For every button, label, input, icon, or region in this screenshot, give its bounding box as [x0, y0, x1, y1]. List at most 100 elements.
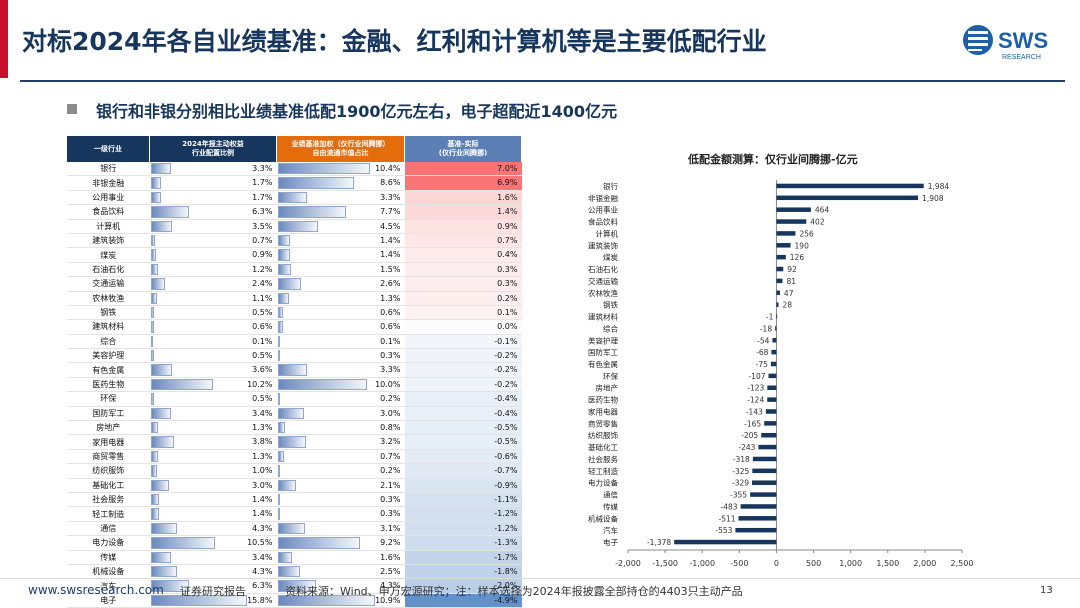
- cell-value: 10.5%: [247, 538, 273, 548]
- gap-cell: -0.6%: [404, 449, 522, 465]
- benchmark-weight-cell: 0.1%: [276, 334, 405, 350]
- industry-name: 轻工制造: [67, 506, 150, 522]
- data-bar: [150, 306, 154, 319]
- chart-bar: [776, 195, 919, 201]
- table-row: 医药生物 10.2% 10.0% -0.2%: [67, 377, 522, 393]
- data-label: 81: [786, 277, 796, 286]
- benchmark-weight-cell: 10.9%: [276, 593, 405, 608]
- footer-url: www.swsresearch.com: [28, 583, 164, 597]
- sws-logo: SWS RESEARCH: [958, 18, 1068, 66]
- cell-value: -0.6%: [494, 451, 518, 461]
- category-label: 房地产: [596, 383, 619, 393]
- table-row: 基础化工 3.0% 2.1% -0.9%: [67, 478, 522, 493]
- industry-name: 农林牧渔: [67, 291, 150, 306]
- cell-value: 2.1%: [380, 480, 401, 490]
- table-row: 交通运输 2.4% 2.6% 0.3%: [67, 276, 522, 292]
- cell-value: 0.5%: [252, 351, 273, 361]
- data-bar: [277, 234, 290, 247]
- table-row: 农林牧渔 1.1% 1.3% 0.2%: [67, 291, 522, 306]
- underweight-bar-chart: -2,000 -1,500 -1,000 -500 0 500 1,000 1,500 2,00…: [588, 180, 973, 568]
- header-text-line: 一级行业: [94, 144, 122, 153]
- industry-name: 医药生物: [67, 377, 150, 393]
- data-label: -1: [766, 313, 774, 322]
- benchmark-weight-cell: 9.2%: [276, 535, 405, 551]
- x-tick-label: 2,000: [913, 559, 936, 568]
- category-label: 通信: [603, 490, 618, 500]
- cell-value: -1.2%: [494, 509, 518, 519]
- actual-allocation-cell: 3.0%: [149, 478, 277, 493]
- data-bar: [277, 565, 300, 578]
- data-bar: [277, 479, 297, 491]
- data-bar: [277, 163, 371, 175]
- category-label: 非银金融: [588, 193, 618, 203]
- data-bar: [277, 580, 316, 592]
- cell-value: -0.7%: [494, 466, 518, 476]
- cell-value: 0.5%: [252, 307, 273, 317]
- data-label: -329: [732, 479, 749, 488]
- cell-value: 0.9%: [252, 250, 273, 260]
- cell-value: 1.6%: [497, 192, 518, 202]
- actual-allocation-cell: 3.4%: [149, 406, 277, 422]
- data-bar: [277, 551, 292, 563]
- actual-allocation-cell: 1.7%: [149, 190, 277, 206]
- cell-value: 1.3%: [380, 293, 401, 303]
- data-bar: [277, 177, 355, 189]
- actual-allocation-cell: 1.3%: [149, 449, 277, 465]
- chart-bar: [758, 444, 777, 450]
- data-bar: [150, 580, 189, 592]
- industry-name: 电子: [67, 593, 150, 608]
- cell-value: 0.2%: [380, 394, 401, 404]
- table-row: 传媒 3.4% 1.6% -1.7%: [67, 550, 522, 565]
- cell-value: 1.7%: [252, 192, 273, 202]
- actual-allocation-cell: 0.7%: [149, 233, 277, 249]
- category-label: 汽车: [603, 525, 618, 535]
- data-label: 28: [783, 301, 793, 310]
- cell-value: -0.9%: [494, 480, 518, 490]
- actual-allocation-cell: 1.1%: [149, 291, 277, 306]
- data-label: -1,378: [647, 538, 671, 547]
- benchmark-weight-cell: 3.1%: [276, 521, 405, 537]
- gap-cell: 0.4%: [404, 247, 522, 263]
- data-label: -325: [732, 467, 749, 476]
- cell-value: 0.8%: [380, 423, 401, 433]
- cell-value: 1.3%: [252, 423, 273, 433]
- table-row: 钢铁 0.5% 0.6% 0.1%: [67, 305, 522, 321]
- header-text-line: 自由流通市值占比: [312, 149, 369, 157]
- category-label: 计算机: [596, 228, 619, 238]
- gap-cell: -0.2%: [404, 377, 522, 393]
- gap-cell: -0.2%: [404, 362, 522, 378]
- category-label: 商贸零售: [588, 418, 618, 428]
- benchmark-weight-cell: 2.1%: [276, 478, 405, 493]
- cell-value: -0.1%: [494, 336, 518, 346]
- data-label: -107: [748, 372, 765, 381]
- table-row: 环保 0.5% 0.2% -0.4%: [67, 391, 522, 407]
- data-bar: [150, 522, 177, 535]
- category-label: 电子: [603, 537, 618, 547]
- data-bar: [150, 249, 156, 261]
- data-bar: [150, 177, 161, 189]
- actual-allocation-cell: 0.6%: [149, 319, 277, 335]
- actual-allocation-cell: 0.5%: [149, 348, 277, 364]
- table-row: 汽车 6.3% 4.3% -2.0%: [67, 578, 522, 594]
- cell-value: 3.3%: [380, 365, 401, 375]
- cell-value: 3.2%: [380, 437, 401, 447]
- x-tick-label: 0: [774, 559, 779, 568]
- industry-name: 交通运输: [67, 276, 150, 292]
- gap-cell: 0.3%: [404, 262, 522, 278]
- benchmark-weight-cell: 0.2%: [276, 391, 405, 407]
- cell-value: -0.5%: [494, 437, 518, 447]
- header-text-line: 业绩基准加权（仅行业间腾挪）: [291, 140, 390, 148]
- table-row: 通信 4.3% 3.1% -1.2%: [67, 521, 522, 537]
- data-label: -483: [721, 502, 738, 511]
- actual-allocation-cell: 1.4%: [149, 492, 277, 508]
- data-bar: [277, 350, 281, 362]
- cell-value: 1.5%: [380, 264, 401, 274]
- benchmark-weight-cell: 0.2%: [276, 463, 405, 479]
- benchmark-weight-cell: 10.4%: [276, 162, 405, 177]
- chart-bar: [767, 385, 777, 390]
- cell-value: 0.9%: [497, 221, 518, 231]
- title-accent-bar: [0, 0, 8, 78]
- actual-allocation-cell: 1.4%: [149, 506, 277, 522]
- cell-value: 8.6%: [380, 178, 401, 188]
- gap-cell: -0.5%: [404, 434, 522, 450]
